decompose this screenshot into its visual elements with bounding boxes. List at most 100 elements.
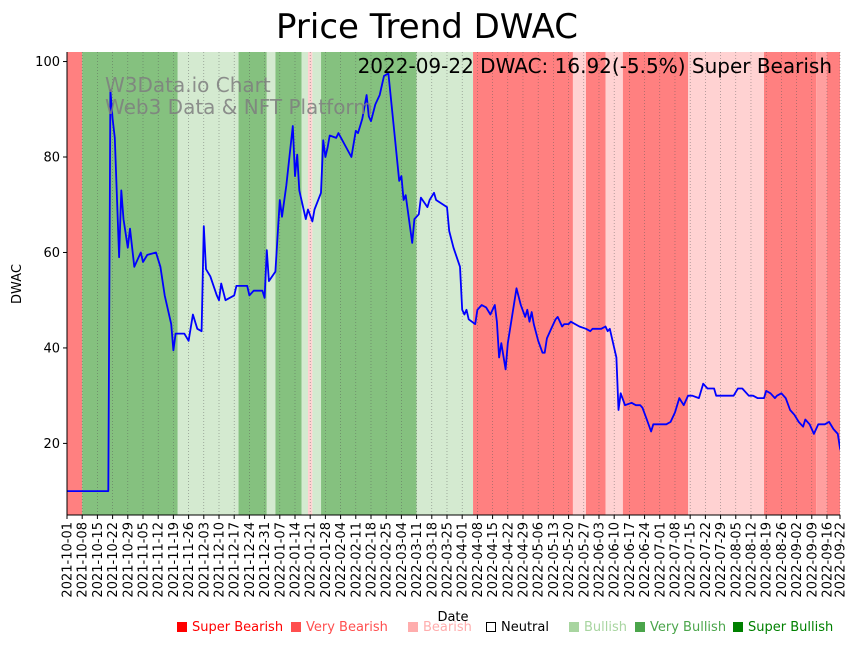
x-tick-label: 2022-01-14 <box>288 522 303 598</box>
x-tick-label: 2022-03-18 <box>425 522 440 598</box>
x-tick-label: 2022-06-03 <box>592 522 607 598</box>
y-axis-ticks: 20 40 60 80 100 <box>35 55 67 452</box>
x-tick-label: 2022-09-22 <box>834 522 849 598</box>
x-tick-label: 2022-01-21 <box>304 522 319 598</box>
legend-swatch <box>177 622 187 632</box>
x-tick-label: 2021-10-22 <box>106 522 121 598</box>
legend-label: Super Bullish <box>748 620 834 635</box>
x-tick-label: 2022-07-08 <box>668 522 683 598</box>
sentiment-band <box>238 52 267 515</box>
legend-item: Very Bullish <box>635 620 726 635</box>
x-tick-label: 2022-02-11 <box>349 522 364 598</box>
x-tick-label: 2021-10-08 <box>76 522 91 598</box>
x-tick-label: 2022-04-01 <box>456 522 471 598</box>
sentiment-band <box>301 52 309 515</box>
x-tick-label: 2021-11-12 <box>152 522 167 598</box>
x-tick-label: 2022-05-27 <box>577 522 592 598</box>
x-tick-label: 2022-09-02 <box>790 522 805 598</box>
x-tick-label: 2021-12-10 <box>212 522 227 598</box>
x-tick-label: 2022-08-26 <box>775 522 790 598</box>
legend-item: Bullish <box>569 620 627 635</box>
legend-item: Super Bullish <box>733 620 833 635</box>
sentiment-band <box>82 52 178 515</box>
sentiment-band <box>275 52 302 515</box>
sentiment-band <box>266 52 276 515</box>
legend-label: Very Bullish <box>650 620 727 635</box>
legend-label: Very Bearish <box>306 620 388 635</box>
legend-label: Neutral <box>501 620 549 635</box>
x-tick-label: 2022-02-04 <box>334 522 349 598</box>
x-tick-label: 2022-08-12 <box>744 522 759 598</box>
sentiment-band <box>67 52 83 515</box>
x-tick-label: 2022-02-18 <box>364 522 379 598</box>
x-tick-label: 2022-04-15 <box>486 522 501 598</box>
x-tick-label: 2022-08-19 <box>760 522 775 598</box>
sentiment-band <box>826 52 840 515</box>
x-tick-label: 2022-06-10 <box>608 522 623 598</box>
y-tick-label: 40 <box>43 341 60 356</box>
sentiment-band <box>816 52 827 515</box>
price-series <box>67 72 840 493</box>
legend-swatch <box>635 622 645 632</box>
x-tick-label: 2021-12-24 <box>243 522 258 598</box>
chart-title: Price Trend DWAC <box>276 7 578 47</box>
x-tick-label: 2022-05-13 <box>547 522 562 598</box>
x-tick-label: 2022-07-15 <box>684 522 699 598</box>
sentiment-band <box>321 52 417 515</box>
sentiment-band <box>177 52 239 515</box>
x-tick-label: 2022-07-01 <box>653 522 668 598</box>
sentiment-bands <box>67 52 840 515</box>
legend-label: Super Bearish <box>192 620 284 635</box>
x-tick-label: 2022-02-25 <box>380 522 395 598</box>
x-axis-label: Date <box>437 610 468 625</box>
x-tick-label: 2021-11-26 <box>182 522 197 598</box>
x-tick-label: 2022-09-16 <box>820 522 835 598</box>
x-tick-label: 2022-01-28 <box>319 522 334 598</box>
x-tick-label: 2022-05-06 <box>532 522 547 598</box>
x-tick-label: 2022-04-22 <box>501 522 516 598</box>
x-tick-label: 2021-12-17 <box>228 522 243 598</box>
x-tick-label: 2022-07-29 <box>714 522 729 598</box>
price-line <box>67 72 840 493</box>
sentiment-band <box>416 52 474 515</box>
x-tick-label: 2022-05-20 <box>562 522 577 598</box>
x-tick-label: 2022-09-09 <box>805 522 820 598</box>
y-tick-label: 80 <box>43 151 60 166</box>
legend-item: Bearish <box>408 620 472 635</box>
y-tick-label: 60 <box>43 246 60 261</box>
x-tick-label: 2021-10-01 <box>61 522 76 598</box>
legend-label: Bullish <box>584 620 628 635</box>
x-tick-label: 2022-06-17 <box>623 522 638 598</box>
watermark-line-1: W3Data.io Chart <box>105 73 271 97</box>
sentiment-band <box>622 52 689 515</box>
chart-annotation: 2022-09-22 DWAC: 16.92(-5.5%) Super Bear… <box>358 54 832 78</box>
y-tick-label: 100 <box>35 55 60 70</box>
legend-item: Neutral <box>486 620 549 635</box>
x-tick-label: 2022-04-29 <box>516 522 531 598</box>
date-gridlines <box>66 52 841 515</box>
x-tick-label: 2022-03-04 <box>395 522 410 598</box>
x-tick-label: 2022-04-08 <box>471 522 486 598</box>
x-tick-label: 2021-10-15 <box>91 522 106 598</box>
legend-swatch <box>733 622 743 632</box>
y-axis-label: DWAC <box>10 264 25 304</box>
sentiment-band <box>585 52 606 515</box>
legend-swatch <box>486 622 496 632</box>
legend-swatch <box>291 622 301 632</box>
x-tick-label: 2022-07-22 <box>699 522 714 598</box>
legend-swatch <box>569 622 579 632</box>
x-axis-ticks: 2021-10-01 2021-10-08 2021-10-15 2021-10-22… <box>61 515 849 598</box>
legend-item: Very Bearish <box>291 620 388 635</box>
x-tick-label: 2021-11-19 <box>167 522 182 598</box>
sentiment-band <box>312 52 322 515</box>
axes <box>66 52 840 516</box>
x-tick-label: 2021-11-05 <box>136 522 151 598</box>
legend-label: Bearish <box>423 620 472 635</box>
x-tick-label: 2022-03-11 <box>410 522 425 598</box>
x-tick-label: 2021-12-31 <box>258 522 273 598</box>
x-tick-label: 2022-01-07 <box>273 522 288 598</box>
legend-item: Super Bearish <box>177 620 283 635</box>
x-tick-label: 2021-12-03 <box>197 522 212 598</box>
x-tick-label: 2021-10-29 <box>121 522 136 598</box>
